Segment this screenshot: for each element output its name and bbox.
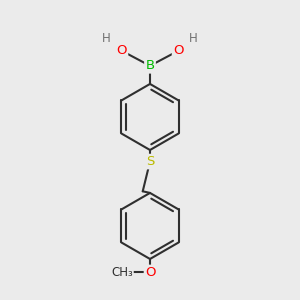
Text: CH₃: CH₃ [111, 266, 133, 279]
Text: O: O [173, 44, 183, 57]
Text: O: O [117, 44, 127, 57]
Text: S: S [146, 155, 154, 168]
Text: H: H [189, 32, 198, 45]
Text: B: B [146, 59, 154, 72]
Text: H: H [102, 32, 111, 45]
Text: O: O [145, 266, 155, 279]
